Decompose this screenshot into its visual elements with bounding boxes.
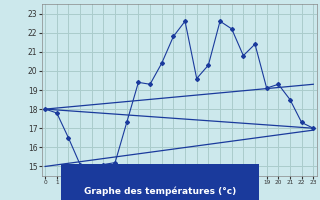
Text: Graphe des températures (°c): Graphe des températures (°c) (84, 186, 236, 196)
